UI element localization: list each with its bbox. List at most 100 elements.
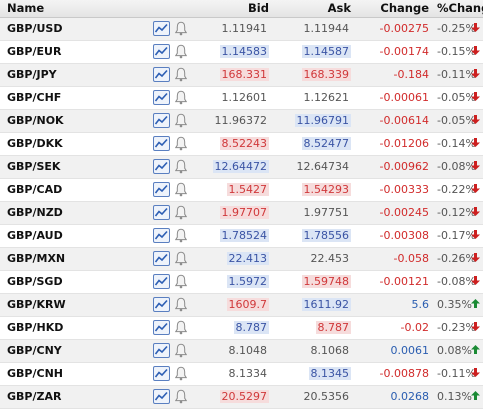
currency-pair-label[interactable]: GBP/USD — [7, 22, 63, 35]
chart-icon[interactable] — [153, 182, 170, 197]
chart-icon[interactable] — [153, 366, 170, 381]
pct-change-value: -0.25% — [437, 22, 476, 35]
currency-pair-link[interactable]: GBP/ZAR — [0, 385, 139, 409]
bell-icon[interactable] — [175, 67, 187, 82]
bell-icon[interactable] — [175, 90, 187, 105]
change-cell: -0.00333 — [355, 178, 433, 202]
bell-icon[interactable] — [175, 343, 187, 358]
bell-icon[interactable] — [175, 320, 187, 335]
currency-pair-label[interactable]: GBP/CNY — [7, 344, 62, 357]
bell-icon[interactable] — [175, 44, 187, 59]
column-header-bid[interactable]: Bid — [193, 0, 273, 18]
bell-icon[interactable] — [175, 182, 187, 197]
currency-pair-link[interactable]: GBP/SEK — [0, 155, 139, 179]
row-tools — [139, 63, 193, 87]
pct-change-value: -0.11% — [437, 367, 476, 380]
arrow-down-icon — [470, 252, 480, 265]
chart-icon[interactable] — [153, 21, 170, 36]
currency-pair-link[interactable]: GBP/CHF — [0, 86, 139, 110]
currency-pair-label[interactable]: GBP/JPY — [7, 68, 57, 81]
arrow-down-icon — [470, 114, 480, 127]
ask-value: 1.54293 — [301, 183, 351, 196]
bell-icon[interactable] — [175, 136, 187, 151]
currency-pair-label[interactable]: GBP/CNH — [7, 367, 63, 380]
currency-pair-label[interactable]: GBP/NOK — [7, 114, 64, 127]
chart-icon[interactable] — [153, 90, 170, 105]
ask-cell: 22.453 — [273, 247, 355, 271]
currency-pair-link[interactable]: GBP/JPY — [0, 63, 139, 87]
change-value: -0.184 — [393, 68, 429, 81]
bell-icon[interactable] — [175, 274, 187, 289]
ask-cell: 1.54293 — [273, 178, 355, 202]
bell-icon[interactable] — [175, 21, 187, 36]
chart-icon[interactable] — [153, 251, 170, 266]
currency-pair-link[interactable]: GBP/HKD — [0, 316, 139, 340]
bid-value: 1.14583 — [219, 45, 269, 58]
ask-cell: 12.64734 — [273, 155, 355, 179]
currency-pair-link[interactable]: GBP/SGD — [0, 270, 139, 294]
currency-pair-label[interactable]: GBP/CAD — [7, 183, 63, 196]
currency-pair-link[interactable]: GBP/AUD — [0, 224, 139, 248]
currency-pair-link[interactable]: GBP/NZD — [0, 201, 139, 225]
currency-pair-label[interactable]: GBP/ZAR — [7, 390, 62, 403]
currency-pair-link[interactable]: GBP/KRW — [0, 293, 139, 317]
change-cell: -0.00061 — [355, 86, 433, 110]
currency-pair-link[interactable]: GBP/EUR — [0, 40, 139, 64]
bell-icon[interactable] — [175, 389, 187, 404]
currency-pair-label[interactable]: GBP/AUD — [7, 229, 63, 242]
trend-cell — [461, 86, 483, 110]
chart-icon[interactable] — [153, 159, 170, 174]
column-header-change[interactable]: Change — [355, 0, 433, 18]
currency-pair-label[interactable]: GBP/MXN — [7, 252, 66, 265]
currency-pair-label[interactable]: GBP/KRW — [7, 298, 66, 311]
ask-value: 8.787 — [315, 321, 351, 334]
bell-icon[interactable] — [175, 205, 187, 220]
currency-pair-link[interactable]: GBP/CAD — [0, 178, 139, 202]
bid-cell: 8.52243 — [193, 132, 273, 156]
chart-icon[interactable] — [153, 274, 170, 289]
change-cell: -0.058 — [355, 247, 433, 271]
chart-icon[interactable] — [153, 205, 170, 220]
currency-pair-link[interactable]: GBP/CNH — [0, 362, 139, 386]
currency-pair-label[interactable]: GBP/CHF — [7, 91, 62, 104]
currency-pair-label[interactable]: GBP/HKD — [7, 321, 64, 334]
currency-pair-label[interactable]: GBP/NZD — [7, 206, 63, 219]
row-tools — [139, 293, 193, 317]
chart-icon[interactable] — [153, 136, 170, 151]
arrow-down-icon — [470, 45, 480, 58]
arrow-down-icon — [470, 22, 480, 35]
ask-cell: 11.96791 — [273, 109, 355, 133]
chart-icon[interactable] — [153, 228, 170, 243]
bell-icon[interactable] — [175, 228, 187, 243]
table-row: GBP/SGD 1.5972 1.59748 -0.00121 — [0, 270, 483, 294]
chart-icon[interactable] — [153, 44, 170, 59]
chart-icon[interactable] — [153, 297, 170, 312]
currency-pair-link[interactable]: GBP/USD — [0, 17, 139, 41]
currency-pair-label[interactable]: GBP/SGD — [7, 275, 63, 288]
currency-pair-link[interactable]: GBP/CNY — [0, 339, 139, 363]
chart-icon[interactable] — [153, 67, 170, 82]
chart-icon[interactable] — [153, 320, 170, 335]
currency-pair-label[interactable]: GBP/EUR — [7, 45, 62, 58]
row-tools — [139, 339, 193, 363]
bell-icon[interactable] — [175, 113, 187, 128]
currency-pair-link[interactable]: GBP/NOK — [0, 109, 139, 133]
ask-value: 1611.92 — [301, 298, 351, 311]
bell-icon[interactable] — [175, 297, 187, 312]
chart-icon[interactable] — [153, 389, 170, 404]
column-header-name[interactable]: Name — [0, 0, 139, 18]
bell-icon[interactable] — [175, 251, 187, 266]
column-header-ask[interactable]: Ask — [273, 0, 355, 18]
ask-cell: 1.78556 — [273, 224, 355, 248]
currency-pair-label[interactable]: GBP/SEK — [7, 160, 61, 173]
currency-pair-link[interactable]: GBP/MXN — [0, 247, 139, 271]
bell-icon[interactable] — [175, 366, 187, 381]
chart-icon[interactable] — [153, 113, 170, 128]
column-header-pct-change[interactable]: %Change — [433, 0, 483, 18]
pct-change-cell: -0.11% — [433, 362, 476, 386]
currency-pair-link[interactable]: GBP/DKK — [0, 132, 139, 156]
currency-pair-label[interactable]: GBP/DKK — [7, 137, 63, 150]
row-tools — [139, 178, 193, 202]
chart-icon[interactable] — [153, 343, 170, 358]
bell-icon[interactable] — [175, 159, 187, 174]
